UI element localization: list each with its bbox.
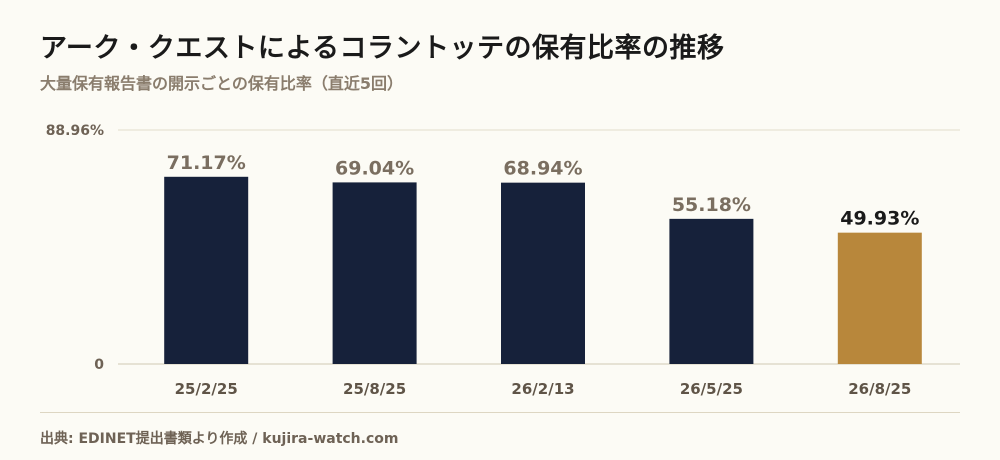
source-note: 出典: EDINET提出書類より作成 / kujira-watch.com <box>40 431 399 447</box>
y-tick-label: 88.96% <box>46 123 104 139</box>
x-tick-label: 26/2/13 <box>511 380 574 398</box>
data-label: 68.94% <box>503 158 582 180</box>
bar <box>837 232 922 364</box>
chart-subtitle: 大量保有報告書の開示ごとの保有比率（直近5回） <box>40 74 403 93</box>
x-tick-label: 26/8/25 <box>848 380 911 398</box>
x-tick-label: 26/5/25 <box>680 380 743 398</box>
data-label: 71.17% <box>167 152 246 174</box>
y-tick-label: 0 <box>94 357 104 373</box>
data-label: 49.93% <box>840 208 919 230</box>
chart-title: アーク・クエストによるコラントッテの保有比率の推移 <box>40 33 725 64</box>
data-label: 69.04% <box>335 157 414 179</box>
x-tick-label: 25/8/25 <box>343 380 406 398</box>
bar <box>332 182 417 364</box>
bar <box>669 218 754 364</box>
footer-divider <box>40 412 960 413</box>
x-tick-label: 25/2/25 <box>175 380 238 398</box>
data-label: 55.18% <box>672 194 751 216</box>
bar <box>501 182 585 364</box>
bar-chart: 88.96% 0 71.17% 25/2/25 69.04% 25/8/25 68.94% 2… <box>46 123 960 398</box>
bar <box>164 176 249 364</box>
